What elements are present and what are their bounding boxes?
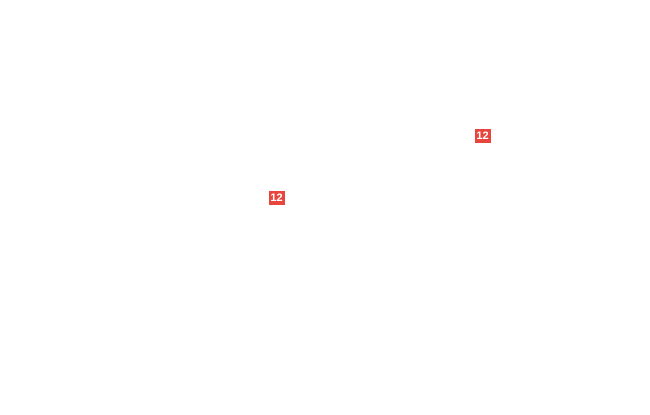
count-badge-2[interactable]: 12 [475,129,491,143]
count-badge-1[interactable]: 12 [269,191,285,205]
